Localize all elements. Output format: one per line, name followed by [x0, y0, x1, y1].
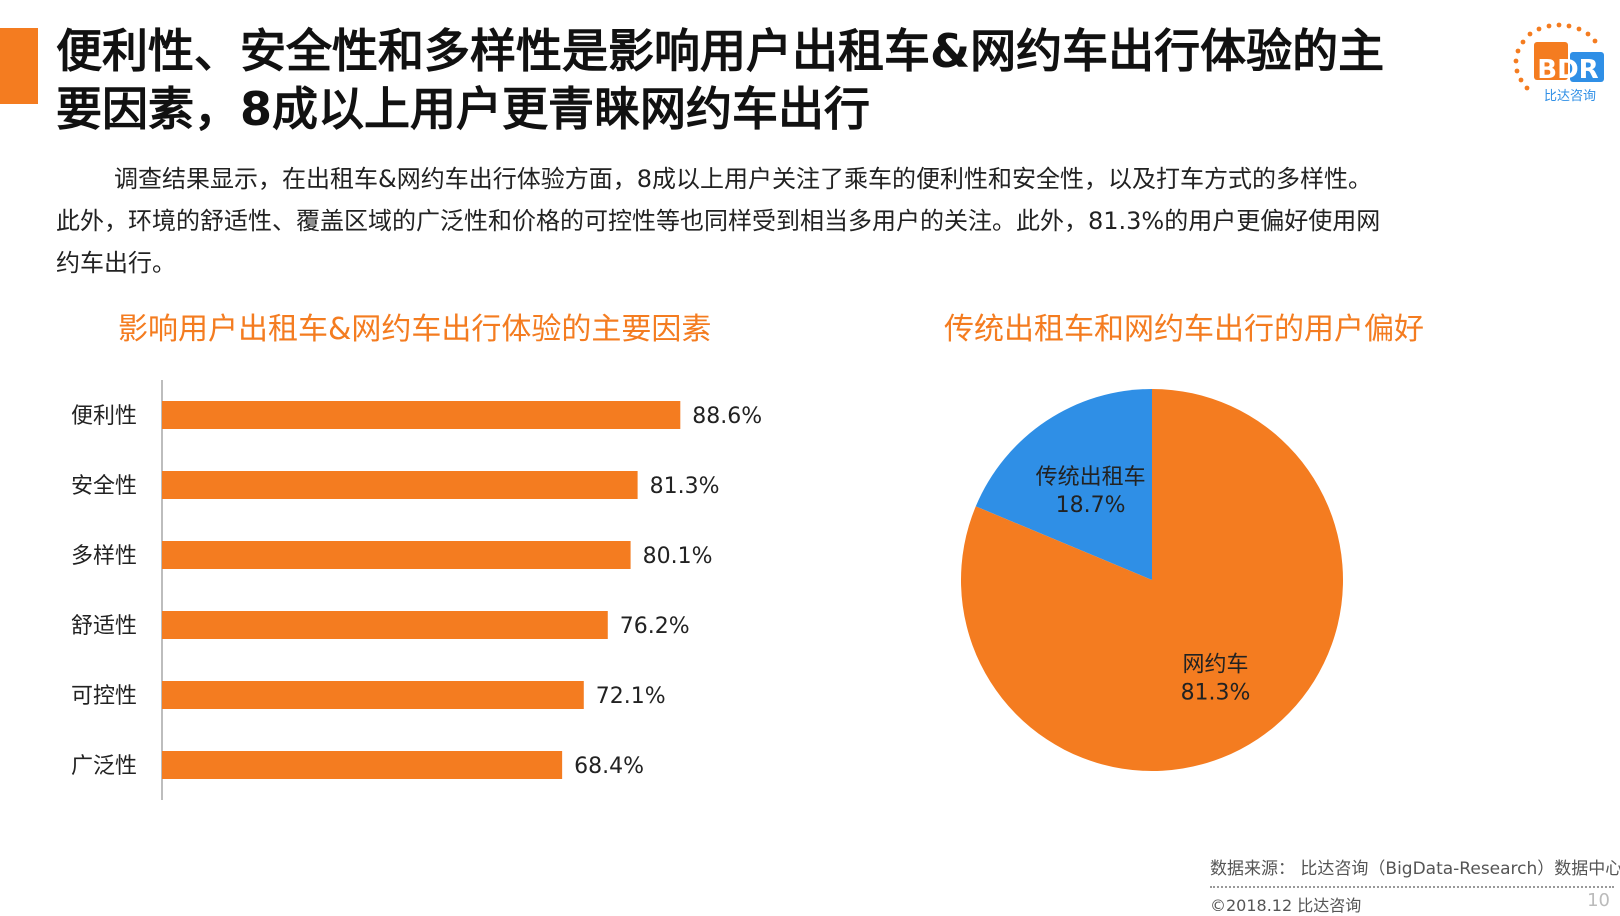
bar-chart: 便利性 88.6% 安全性 81.3% 多样性 80.1% 舒适性 76.2% 可控性 72.1%…	[71, 380, 762, 800]
bar-category-label: 可控性	[71, 684, 137, 709]
pie-chart: 传统出租车 18.7% 网约车 81.3%	[961, 389, 1343, 771]
bar	[162, 611, 608, 639]
bar-category-label: 便利性	[71, 404, 137, 429]
data-source-note: 数据来源： 比达咨询（BigData-Research）数据中心	[1210, 859, 1620, 879]
bar	[162, 681, 584, 709]
intro-paragraph: 调查结果显示，在出租车&网约车出行体验方面，8成以上用户关注了乘车的便利性和安全…	[56, 158, 1556, 284]
bar-value-label: 72.1%	[596, 684, 666, 709]
bar-category-label: 多样性	[71, 544, 137, 569]
page-title: 便利性、安全性和多样性是影响用户出租车&网约车出行体验的主 要因素，8成以上用户…	[56, 22, 1456, 138]
logo-subtext: 比达咨询	[1544, 89, 1596, 104]
pie-chart-title: 传统出租车和网约车出行的用户偏好	[944, 312, 1424, 347]
bar	[162, 401, 681, 429]
page-title-line-1: 便利性、安全性和多样性是影响用户出租车&网约车出行体验的主	[56, 24, 1385, 78]
pie-slice-value: 18.7%	[1056, 493, 1126, 518]
bar	[162, 471, 638, 499]
bar-category-label: 广泛性	[71, 754, 137, 779]
pie-slice-label: 传统出租车	[1036, 465, 1146, 490]
pie-slice-label: 网约车	[1183, 652, 1249, 677]
bar	[162, 751, 563, 779]
logo-text: BDR	[1537, 55, 1598, 85]
bar	[162, 541, 631, 569]
bar-value-label: 88.6%	[692, 404, 762, 429]
bdr-logo: BDR 比达咨询	[1513, 22, 1604, 104]
bar-chart-title: 影响用户出租车&网约车出行体验的主要因素	[118, 312, 712, 347]
footer-divider	[1210, 886, 1614, 888]
bar-value-label: 68.4%	[574, 754, 644, 779]
page-number: 10	[1587, 890, 1610, 911]
logo-block-blue	[1570, 52, 1604, 82]
pie-slice-value: 81.3%	[1181, 680, 1251, 705]
bar-category-label: 舒适性	[71, 614, 137, 639]
copyright-note: ©2018.12 比达咨询	[1210, 896, 1362, 915]
bar-value-label: 76.2%	[620, 614, 690, 639]
bar-category-label: 安全性	[71, 474, 137, 499]
intro-line-2: 此外，环境的舒适性、覆盖区域的广泛性和价格的可控性等也同样受到相当多用户的关注。…	[56, 207, 1381, 235]
intro-line-3: 约车出行。	[56, 249, 176, 277]
title-accent-bar	[0, 28, 38, 104]
pie-slice	[975, 389, 1152, 580]
bar-value-label: 80.1%	[643, 544, 713, 569]
bar-value-label: 81.3%	[650, 474, 720, 499]
pie-slice	[961, 389, 1343, 771]
page-title-line-2: 要因素，8成以上用户更青睐网约车出行	[56, 82, 871, 136]
logo-block-orange	[1534, 42, 1568, 80]
intro-line-1: 调查结果显示，在出租车&网约车出行体验方面，8成以上用户关注了乘车的便利性和安全…	[114, 165, 1372, 193]
logo-dot-ring	[1513, 22, 1598, 91]
